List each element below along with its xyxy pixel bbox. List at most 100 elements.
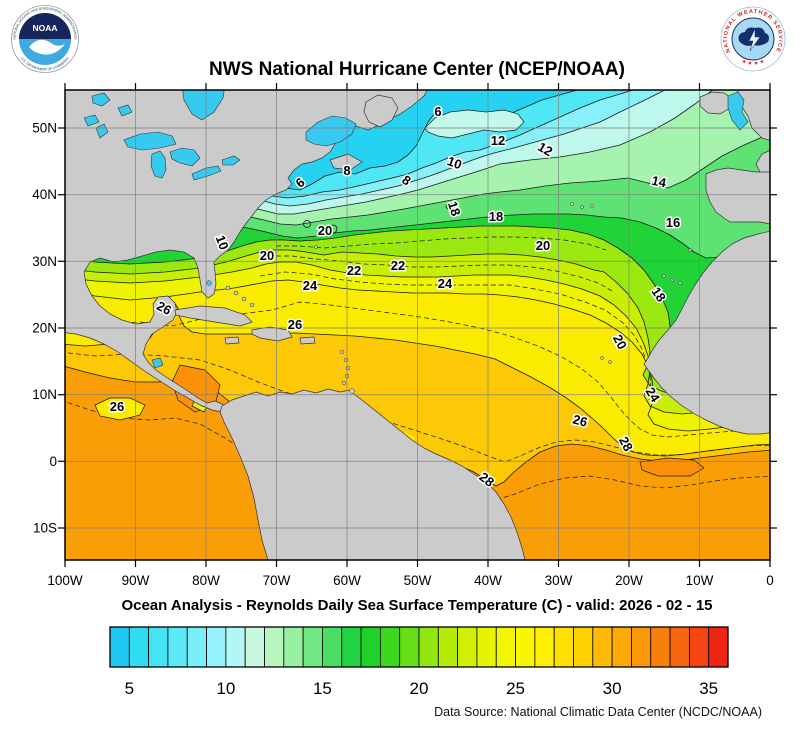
latlon-gridlines xyxy=(65,90,770,560)
contour-label-12: 12 xyxy=(491,133,505,148)
contour-label-22: 22 xyxy=(391,258,405,273)
temperature-colorbar: 5 10 15 20 25 30 35 xyxy=(109,626,729,698)
lat-label-0: 0 xyxy=(49,454,57,469)
bermuda-island xyxy=(314,245,318,249)
jamaica-island xyxy=(224,336,240,345)
page-title: NWS National Hurricane Center (NCEP/NOAA… xyxy=(209,59,625,80)
eddy-ring-0 xyxy=(328,224,338,234)
lake-winnipeg xyxy=(95,123,109,139)
lat-label-40N: 40N xyxy=(32,187,57,202)
colorbar-cell xyxy=(631,626,652,668)
azores-islands xyxy=(580,205,584,209)
colorbar-cell xyxy=(148,626,169,668)
sst-contour-dashed-3 xyxy=(65,301,770,438)
contour-label-8: 8 xyxy=(343,163,350,178)
colorbar-cell xyxy=(688,626,710,668)
contour-label-16: 16 xyxy=(666,215,680,230)
warm-pocket xyxy=(424,109,525,139)
lat-label-20N: 20N xyxy=(32,321,57,336)
contour-label-14: 14 xyxy=(650,173,668,191)
eddy-ring-1 xyxy=(303,220,311,228)
newfoundland-island xyxy=(363,94,399,128)
sst-contour-dashed-0 xyxy=(276,236,607,251)
lon-label-10W: 10W xyxy=(686,573,714,588)
colorbar-cell xyxy=(186,626,207,668)
northern-lake-1 xyxy=(91,92,111,107)
contour-label-26: 26 xyxy=(110,399,124,414)
irish-sea xyxy=(727,91,749,131)
sst-contour-dashed-5 xyxy=(65,401,770,501)
lake-nicaragua xyxy=(151,357,164,369)
azores-islands xyxy=(570,202,574,206)
colorbar-cell xyxy=(669,626,690,668)
sst-contour-line-16 xyxy=(65,212,770,259)
lon-label-60W: 60W xyxy=(333,573,361,588)
lon-label-0: 0 xyxy=(766,573,774,588)
cape-verde-islands xyxy=(608,360,612,364)
colorbar-cell xyxy=(457,626,478,668)
lat-label-10N: 10N xyxy=(32,387,57,402)
equatorial-warm-pool xyxy=(639,457,705,477)
colorbar-cell xyxy=(302,626,323,668)
lake-michigan xyxy=(150,150,167,179)
colorbar-cell xyxy=(534,626,555,668)
contour-label-24: 24 xyxy=(438,276,453,291)
lon-label-20W: 20W xyxy=(615,573,643,588)
hudson-bay xyxy=(182,90,225,121)
pacific-26-pool xyxy=(94,397,146,421)
colorbar-cell xyxy=(109,626,130,668)
colorbar-tick-25: 25 xyxy=(506,679,525,698)
contour-label-24: 24 xyxy=(303,278,318,293)
contour-label-20: 20 xyxy=(536,238,550,253)
africa-landmass xyxy=(643,230,770,435)
eddy-ring-2 xyxy=(445,202,453,210)
lesser-antilles-islands xyxy=(339,349,345,355)
sst-contour-line-14 xyxy=(65,134,770,226)
lon-label-50W: 50W xyxy=(404,573,432,588)
gulf-of-st-lawrence xyxy=(305,115,357,147)
noaa-wordmark: NOAA xyxy=(32,23,57,33)
lon-label-70W: 70W xyxy=(263,573,291,588)
noaa-sky-half xyxy=(19,13,71,39)
colorbar-cell xyxy=(379,626,401,668)
map-frame xyxy=(58,83,777,567)
bahamas-islands xyxy=(249,302,255,308)
lake-huron xyxy=(169,147,201,167)
colorbar-tick-10: 10 xyxy=(216,679,235,698)
lon-label-80W: 80W xyxy=(192,573,220,588)
south-america-landmass xyxy=(219,388,526,560)
colorbar-cell xyxy=(264,626,285,668)
hispaniola-island xyxy=(251,326,293,342)
northern-lake-3 xyxy=(83,114,100,127)
colorbar-cell xyxy=(341,626,362,668)
sst-contour-dashed-1 xyxy=(268,255,613,292)
colorbar-cell xyxy=(283,626,304,668)
lake-superior xyxy=(123,131,177,151)
colorbar-cell xyxy=(515,626,536,668)
sst-contour-line-20 xyxy=(65,249,770,395)
azores-islands xyxy=(590,204,594,208)
colorbar-cell xyxy=(225,626,246,668)
lon-label-90W: 90W xyxy=(122,573,150,588)
nova-scotia-peninsula xyxy=(329,153,363,171)
map-caption: Ocean Analysis - Reynolds Daily Sea Surf… xyxy=(121,597,712,614)
noaa-seagull-icon xyxy=(29,39,65,55)
northern-lake-2 xyxy=(117,104,133,117)
colorbar-tick-20: 20 xyxy=(410,679,429,698)
cuba-island xyxy=(174,305,253,327)
colorbar-cell xyxy=(360,626,381,668)
bahamas-islands xyxy=(225,285,231,291)
contour-label-10: 10 xyxy=(445,153,464,172)
canary-islands xyxy=(662,274,666,278)
colorbar-cell xyxy=(167,626,188,668)
lake-okeechobee xyxy=(206,280,212,286)
colorbar-cell xyxy=(206,626,227,668)
lon-label-30W: 30W xyxy=(545,573,573,588)
bahamas-islands xyxy=(241,296,247,302)
contour-label-6: 6 xyxy=(434,104,441,119)
sst-contour-line-22 xyxy=(65,261,770,415)
canary-islands xyxy=(670,278,674,282)
colorbar-cell xyxy=(650,626,671,668)
